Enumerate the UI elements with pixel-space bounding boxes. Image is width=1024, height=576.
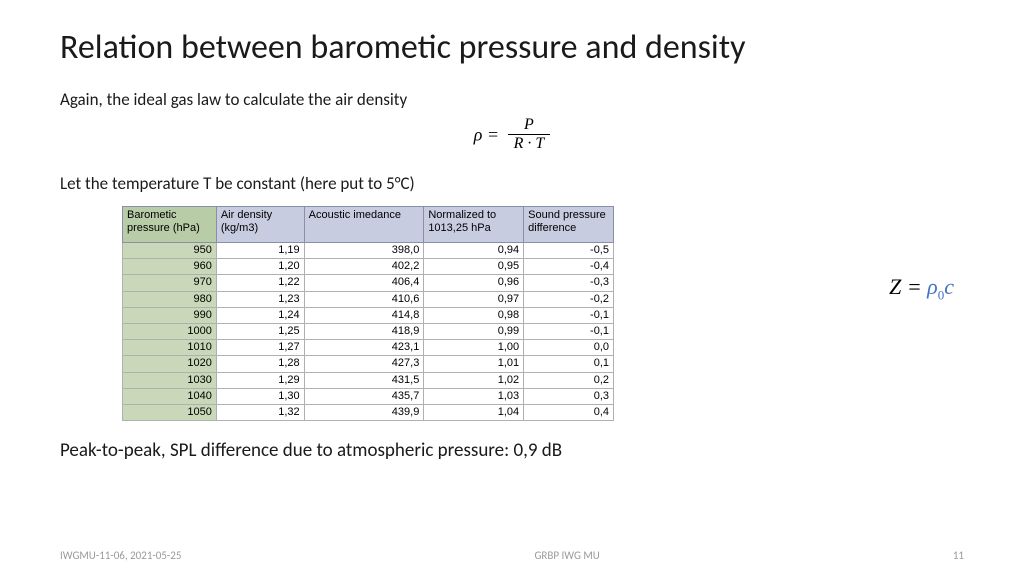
density-equation: ρ = P R · T bbox=[60, 118, 964, 155]
table-cell: 1,04 bbox=[424, 404, 524, 420]
table-cell: 1,29 bbox=[216, 372, 304, 388]
table-cell: 1040 bbox=[123, 388, 217, 404]
table-cell: -0,1 bbox=[524, 324, 614, 340]
table-cell: 418,9 bbox=[304, 324, 424, 340]
table-cell: -0,4 bbox=[524, 259, 614, 275]
table-row: 9601,20402,20,95-0,4 bbox=[123, 259, 614, 275]
eq-numerator: P bbox=[508, 116, 551, 135]
table-cell: 1,24 bbox=[216, 307, 304, 323]
table-cell: 423,1 bbox=[304, 340, 424, 356]
table-row: 9701,22406,40,96-0,3 bbox=[123, 275, 614, 291]
table-cell: 0,96 bbox=[424, 275, 524, 291]
table-cell: 1000 bbox=[123, 324, 217, 340]
table-cell: 1,22 bbox=[216, 275, 304, 291]
table-cell: 427,3 bbox=[304, 356, 424, 372]
table-row: 9901,24414,80,98-0,1 bbox=[123, 307, 614, 323]
slide-title: Relation between barometic pressure and … bbox=[60, 28, 964, 67]
table-cell: 1010 bbox=[123, 340, 217, 356]
table-row: 9501,19398,00,94-0,5 bbox=[123, 243, 614, 259]
table-cell: -0,1 bbox=[524, 307, 614, 323]
table-cell: 1,03 bbox=[424, 388, 524, 404]
table-cell: -0,2 bbox=[524, 291, 614, 307]
table-header-cell: Acoustic imedance bbox=[304, 207, 424, 243]
slide-footer: IWGMU-11-06, 2021-05-25 GRBP IWG MU 11 bbox=[60, 549, 964, 562]
table-cell: 439,9 bbox=[304, 404, 424, 420]
table-header-cell: Normalized to 1013,25 hPa bbox=[424, 207, 524, 243]
table-row: 10001,25418,90,99-0,1 bbox=[123, 324, 614, 340]
table-cell: 0,2 bbox=[524, 372, 614, 388]
table-cell: 402,2 bbox=[304, 259, 424, 275]
temperature-note: Let the temperature T be constant (here … bbox=[60, 173, 964, 194]
table-cell: 950 bbox=[123, 243, 217, 259]
impedance-equation: Z = ρ0c bbox=[889, 274, 954, 303]
eq-lhs: ρ = bbox=[474, 125, 499, 145]
table-cell: 1,28 bbox=[216, 356, 304, 372]
table-cell: -0,5 bbox=[524, 243, 614, 259]
intro-text: Again, the ideal gas law to calculate th… bbox=[60, 89, 964, 110]
table-cell: 406,4 bbox=[304, 275, 424, 291]
footer-center: GRBP IWG MU bbox=[534, 549, 599, 562]
table-cell: 1,30 bbox=[216, 388, 304, 404]
table-header-row: Barometic pressure (hPa)Air density (kg/… bbox=[123, 207, 614, 243]
table-cell: 0,99 bbox=[424, 324, 524, 340]
table-cell: 1,01 bbox=[424, 356, 524, 372]
table-cell: 980 bbox=[123, 291, 217, 307]
footer-left: IWGMU-11-06, 2021-05-25 bbox=[60, 549, 181, 562]
table-cell: 1,20 bbox=[216, 259, 304, 275]
table-cell: 435,7 bbox=[304, 388, 424, 404]
table-cell: 970 bbox=[123, 275, 217, 291]
table-cell: 1,19 bbox=[216, 243, 304, 259]
table-cell: 431,5 bbox=[304, 372, 424, 388]
table-cell: 0,4 bbox=[524, 404, 614, 420]
table-cell: 0,3 bbox=[524, 388, 614, 404]
eq-c: c bbox=[944, 274, 954, 299]
table-cell: -0,3 bbox=[524, 275, 614, 291]
eq-z: Z = bbox=[889, 274, 927, 299]
eq-rho: ρ bbox=[927, 274, 938, 299]
pressure-density-table: Barometic pressure (hPa)Air density (kg/… bbox=[122, 206, 614, 421]
table-cell: 990 bbox=[123, 307, 217, 323]
table-cell: 414,8 bbox=[304, 307, 424, 323]
table-cell: 0,1 bbox=[524, 356, 614, 372]
table-row: 10301,29431,51,020,2 bbox=[123, 372, 614, 388]
table-cell: 0,97 bbox=[424, 291, 524, 307]
table-row: 10501,32439,91,040,4 bbox=[123, 404, 614, 420]
table-cell: 0,98 bbox=[424, 307, 524, 323]
table-cell: 0,94 bbox=[424, 243, 524, 259]
table-cell: 1,27 bbox=[216, 340, 304, 356]
table-header-cell: Barometic pressure (hPa) bbox=[123, 207, 217, 243]
table-cell: 1020 bbox=[123, 356, 217, 372]
table-cell: 398,0 bbox=[304, 243, 424, 259]
footer-right: 11 bbox=[953, 549, 964, 562]
table-cell: 1050 bbox=[123, 404, 217, 420]
table-row: 10401,30435,71,030,3 bbox=[123, 388, 614, 404]
table-cell: 410,6 bbox=[304, 291, 424, 307]
table-cell: 0,0 bbox=[524, 340, 614, 356]
table-cell: 960 bbox=[123, 259, 217, 275]
table-cell: 0,95 bbox=[424, 259, 524, 275]
table-header-cell: Sound pressure difference bbox=[524, 207, 614, 243]
table-cell: 1,25 bbox=[216, 324, 304, 340]
conclusion-text: Peak-to-peak, SPL difference due to atmo… bbox=[60, 439, 964, 462]
table-cell: 1,02 bbox=[424, 372, 524, 388]
table-cell: 1,00 bbox=[424, 340, 524, 356]
eq-denominator: R · T bbox=[508, 135, 551, 153]
table-cell: 1,32 bbox=[216, 404, 304, 420]
table-header-cell: Air density (kg/m3) bbox=[216, 207, 304, 243]
table-row: 9801,23410,60,97-0,2 bbox=[123, 291, 614, 307]
table-row: 10201,28427,31,010,1 bbox=[123, 356, 614, 372]
table-body: 9501,19398,00,94-0,59601,20402,20,95-0,4… bbox=[123, 243, 614, 421]
table-row: 10101,27423,11,000,0 bbox=[123, 340, 614, 356]
table-cell: 1,23 bbox=[216, 291, 304, 307]
table-cell: 1030 bbox=[123, 372, 217, 388]
